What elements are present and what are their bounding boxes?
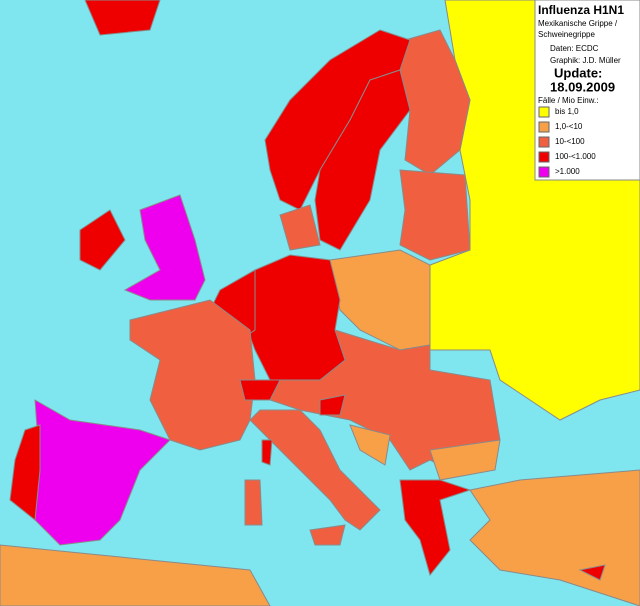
region-switzerland — [239, 379, 281, 401]
legend-swatch — [538, 136, 550, 148]
region-svalbard — [84, 0, 161, 36]
region-portugal — [9, 424, 41, 521]
region-bulgaria — [429, 439, 501, 481]
update-date: 18.09.2009 — [550, 79, 615, 94]
source: Daten: ECDC — [550, 44, 599, 53]
update-label: Update: — [554, 65, 602, 80]
region-corsica — [261, 439, 273, 466]
legend-label: 1,0-<10 — [555, 122, 583, 131]
region-denmark — [279, 204, 321, 251]
legend-title: Fälle / Mio Einw.: — [538, 96, 598, 105]
title: Influenza H1N1 — [538, 3, 624, 17]
region-north-africa — [0, 544, 271, 606]
legend-items: bis 1,0 1,0-<10 10-<100 100-<1.000 >1.000 — [538, 106, 596, 178]
region-baltics — [399, 169, 471, 261]
legend-box — [534, 0, 640, 181]
region-greece — [399, 479, 472, 577]
region-uk — [123, 194, 206, 301]
legend-label: 10-<100 — [555, 137, 585, 146]
region-bosnia — [349, 424, 391, 466]
subtitle: Mexikanische Grippe / — [538, 19, 618, 28]
legend-swatch — [538, 166, 550, 178]
legend-label: 100-<1.000 — [555, 152, 596, 161]
region-sicily — [309, 524, 346, 546]
region-france — [129, 299, 256, 451]
region-slovenia — [319, 394, 346, 416]
legend-swatch — [538, 121, 550, 133]
region-sardinia — [244, 479, 263, 526]
region-cyprus — [578, 564, 606, 581]
legend-label: bis 1,0 — [555, 107, 579, 116]
legend-swatch — [538, 151, 550, 163]
region-italy — [249, 409, 381, 531]
legend-label: >1.000 — [555, 167, 580, 176]
credit: Graphik: J.D. Müller — [550, 56, 621, 65]
legend-swatch — [538, 106, 550, 118]
region-sweden — [314, 69, 411, 251]
region-ireland — [79, 209, 126, 271]
subtitle: Schweinegrippe — [538, 30, 595, 39]
